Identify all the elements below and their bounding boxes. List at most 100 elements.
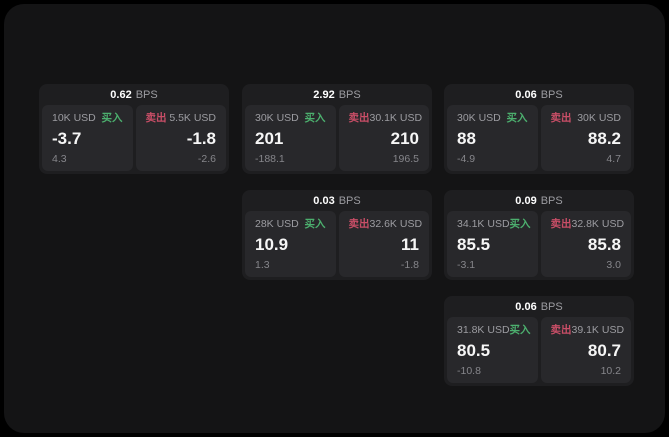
bps-unit-label: BPS bbox=[540, 194, 563, 207]
buy-sub-value: 4.3 bbox=[52, 153, 67, 165]
buy-panel[interactable]: 30K USD 买入 88 -4.9 bbox=[447, 105, 538, 171]
buy-side-label: 买入 bbox=[304, 218, 326, 230]
bps-unit-label: BPS bbox=[135, 88, 158, 101]
quote-panels: 30K USD 买入 201 -188.1 卖出 30.1K USD 210 1… bbox=[242, 105, 432, 174]
sell-main-value: -1.8 bbox=[186, 129, 216, 148]
sell-side-label: 卖出 bbox=[348, 218, 370, 230]
sell-main-value: 210 bbox=[390, 129, 419, 148]
bps-unit-label: BPS bbox=[540, 88, 563, 101]
buy-amount: 30K USD bbox=[457, 112, 501, 124]
bps-value: 0.06 bbox=[515, 300, 537, 313]
quote-panels: 28K USD 买入 10.9 1.3 卖出 32.6K USD 11 -1.8 bbox=[242, 211, 432, 280]
buy-panel[interactable]: 31.8K USD 买入 80.5 -10.8 bbox=[447, 317, 538, 383]
bps-unit-label: BPS bbox=[338, 194, 361, 207]
sell-meta-row: 卖出 32.8K USD bbox=[550, 218, 625, 230]
sell-side-label: 卖出 bbox=[348, 112, 370, 124]
buy-sub-value: -188.1 bbox=[255, 153, 285, 165]
buy-side-label: 买入 bbox=[506, 112, 528, 124]
buy-panel[interactable]: 34.1K USD 买入 85.5 -3.1 bbox=[447, 211, 538, 277]
sell-amount: 30K USD bbox=[577, 112, 621, 124]
buy-meta-row: 10K USD 买入 bbox=[52, 112, 123, 124]
quote-panels: 30K USD 买入 88 -4.9 卖出 30K USD 88.2 4.7 bbox=[444, 105, 634, 174]
buy-amount: 30K USD bbox=[255, 112, 299, 124]
sell-meta-row: 卖出 30.1K USD bbox=[348, 112, 423, 124]
bps-header: 2.92 BPS bbox=[242, 84, 432, 105]
quote-card: 0.09 BPS 34.1K USD 买入 85.5 -3.1 卖出 32.8K… bbox=[444, 190, 634, 280]
quote-card: 0.06 BPS 30K USD 买入 88 -4.9 卖出 30K USD 8… bbox=[444, 84, 634, 174]
bps-unit-label: BPS bbox=[540, 300, 563, 313]
sell-meta-row: 卖出 39.1K USD bbox=[550, 324, 625, 336]
buy-panel[interactable]: 10K USD 买入 -3.7 4.3 bbox=[42, 105, 133, 171]
buy-side-label: 买入 bbox=[101, 112, 123, 124]
buy-meta-row: 28K USD 买入 bbox=[255, 218, 326, 230]
quote-panels: 31.8K USD 买入 80.5 -10.8 卖出 39.1K USD 80.… bbox=[444, 317, 634, 386]
sell-panel[interactable]: 卖出 32.8K USD 85.8 3.0 bbox=[540, 211, 631, 277]
sell-meta-row: 卖出 5.5K USD bbox=[146, 112, 217, 124]
sell-panel[interactable]: 卖出 5.5K USD -1.8 -2.6 bbox=[135, 105, 226, 171]
buy-panel[interactable]: 28K USD 买入 10.9 1.3 bbox=[245, 211, 336, 277]
sell-side-label: 卖出 bbox=[145, 112, 167, 124]
buy-amount: 28K USD bbox=[255, 218, 299, 230]
sell-sub-value: 10.2 bbox=[600, 365, 621, 377]
buy-amount: 31.8K USD bbox=[457, 324, 510, 336]
buy-meta-row: 30K USD 买入 bbox=[457, 112, 528, 124]
bps-value: 2.92 bbox=[313, 88, 335, 101]
sell-amount: 32.8K USD bbox=[571, 218, 625, 230]
buy-main-value: 201 bbox=[255, 129, 284, 148]
quote-card: 0.62 BPS 10K USD 买入 -3.7 4.3 卖出 5.5K USD… bbox=[39, 84, 229, 174]
buy-main-value: 85.5 bbox=[457, 235, 491, 254]
sell-main-value: 80.7 bbox=[587, 341, 621, 360]
buy-side-label: 买入 bbox=[509, 218, 531, 230]
buy-amount: 10K USD bbox=[52, 112, 96, 124]
sell-main-value: 11 bbox=[401, 235, 419, 254]
quote-card: 0.03 BPS 28K USD 买入 10.9 1.3 卖出 32.6K US… bbox=[242, 190, 432, 280]
sell-amount: 5.5K USD bbox=[169, 112, 216, 124]
bps-header: 0.03 BPS bbox=[242, 190, 432, 211]
sell-sub-value: 3.0 bbox=[606, 259, 621, 271]
sell-main-value: 85.8 bbox=[587, 235, 621, 254]
sell-panel[interactable]: 卖出 39.1K USD 80.7 10.2 bbox=[540, 317, 631, 383]
buy-sub-value: 1.3 bbox=[255, 259, 270, 271]
bps-value: 0.03 bbox=[313, 194, 335, 207]
buy-amount: 34.1K USD bbox=[457, 218, 510, 230]
sell-side-label: 卖出 bbox=[550, 218, 572, 230]
sell-amount: 32.6K USD bbox=[369, 218, 423, 230]
bps-header: 0.62 BPS bbox=[39, 84, 229, 105]
buy-main-value: 10.9 bbox=[255, 235, 289, 254]
sell-panel[interactable]: 卖出 30.1K USD 210 196.5 bbox=[338, 105, 429, 171]
buy-meta-row: 30K USD 买入 bbox=[255, 112, 326, 124]
bps-value: 0.62 bbox=[110, 88, 132, 101]
bps-value: 0.06 bbox=[515, 88, 537, 101]
buy-main-value: 80.5 bbox=[457, 341, 491, 360]
sell-main-value: 88.2 bbox=[587, 129, 621, 148]
sell-panel[interactable]: 卖出 32.6K USD 11 -1.8 bbox=[338, 211, 429, 277]
bps-header: 0.06 BPS bbox=[444, 84, 634, 105]
sell-panel[interactable]: 卖出 30K USD 88.2 4.7 bbox=[540, 105, 631, 171]
buy-meta-row: 31.8K USD 买入 bbox=[457, 324, 531, 336]
buy-panel[interactable]: 30K USD 买入 201 -188.1 bbox=[245, 105, 336, 171]
bps-header: 0.09 BPS bbox=[444, 190, 634, 211]
sell-sub-value: -1.8 bbox=[400, 259, 419, 271]
buy-side-label: 买入 bbox=[304, 112, 326, 124]
buy-sub-value: -3.1 bbox=[457, 259, 476, 271]
quote-panels: 10K USD 买入 -3.7 4.3 卖出 5.5K USD -1.8 -2.… bbox=[39, 105, 229, 174]
quote-card: 2.92 BPS 30K USD 买入 201 -188.1 卖出 30.1K … bbox=[242, 84, 432, 174]
sell-sub-value: -2.6 bbox=[197, 153, 216, 165]
sell-meta-row: 卖出 32.6K USD bbox=[348, 218, 423, 230]
app-window: 0.62 BPS 10K USD 买入 -3.7 4.3 卖出 5.5K USD… bbox=[4, 4, 665, 433]
buy-side-label: 买入 bbox=[509, 324, 531, 336]
buy-sub-value: -10.8 bbox=[457, 365, 481, 377]
quote-card: 0.06 BPS 31.8K USD 买入 80.5 -10.8 卖出 39.1… bbox=[444, 296, 634, 386]
buy-meta-row: 34.1K USD 买入 bbox=[457, 218, 531, 230]
buy-main-value: -3.7 bbox=[52, 129, 82, 148]
bps-header: 0.06 BPS bbox=[444, 296, 634, 317]
sell-side-label: 卖出 bbox=[550, 324, 572, 336]
sell-sub-value: 196.5 bbox=[392, 153, 419, 165]
buy-sub-value: -4.9 bbox=[457, 153, 476, 165]
buy-main-value: 88 bbox=[457, 129, 476, 148]
sell-amount: 39.1K USD bbox=[571, 324, 625, 336]
bps-unit-label: BPS bbox=[338, 88, 361, 101]
sell-meta-row: 卖出 30K USD bbox=[551, 112, 622, 124]
sell-side-label: 卖出 bbox=[550, 112, 572, 124]
sell-sub-value: 4.7 bbox=[606, 153, 621, 165]
